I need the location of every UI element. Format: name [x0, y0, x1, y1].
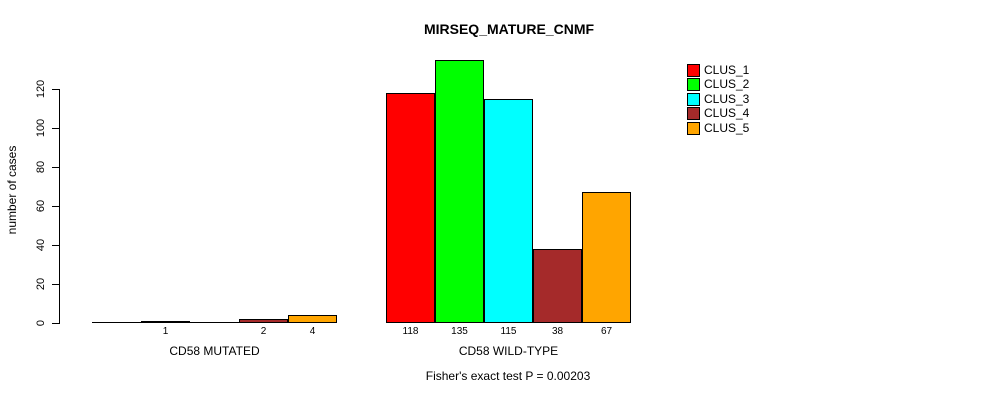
legend-label: CLUS_1	[704, 62, 750, 77]
bar-value-label: 67	[600, 326, 613, 337]
group-label: CD58 WILD-TYPE	[458, 344, 559, 358]
y-tick	[52, 167, 59, 168]
bar	[288, 315, 337, 323]
y-tick-label: 40	[35, 238, 47, 252]
legend-label: CLUS_5	[704, 120, 750, 135]
y-tick-label: 0	[35, 319, 47, 327]
bar	[386, 93, 435, 323]
bar	[190, 322, 239, 323]
legend: CLUS_1 CLUS_2 CLUS_3 CLUS_4 CLUS_5	[687, 63, 749, 136]
group-label: CD58 MUTATED	[169, 344, 260, 358]
bar-value-label: 38	[551, 326, 564, 337]
bar-value-label: 115	[500, 326, 517, 337]
legend-swatch	[687, 121, 700, 135]
y-tick-label: 60	[35, 199, 47, 213]
legend-swatch	[687, 92, 700, 106]
bar-value-label: 118	[402, 326, 419, 337]
legend-label: CLUS_3	[704, 91, 750, 106]
legend-item: CLUS_4	[687, 107, 749, 122]
legend-swatch	[687, 78, 700, 92]
legend-swatch	[687, 63, 700, 77]
legend-swatch	[687, 107, 700, 121]
y-tick	[52, 128, 59, 129]
chart-title: MIRSEQ_MATURE_CNMF	[423, 21, 595, 37]
bar	[239, 319, 288, 323]
y-tick	[52, 89, 59, 90]
legend-item: CLUS_1	[687, 63, 749, 78]
bar-value-label: 135	[451, 326, 468, 337]
fisher-test-annotation: Fisher's exact test P = 0.00203	[425, 369, 591, 383]
y-tick	[52, 284, 59, 285]
y-axis-label: number of cases	[5, 145, 19, 235]
bar-value-label: 2	[260, 326, 267, 337]
bar	[533, 249, 582, 323]
y-tick	[52, 323, 59, 324]
bar-value-label: 1	[162, 326, 169, 337]
bar	[582, 192, 631, 323]
y-tick	[52, 245, 59, 246]
legend-label: CLUS_4	[704, 106, 750, 121]
bar	[435, 60, 484, 323]
y-tick-label: 100	[35, 118, 47, 138]
y-tick-label: 120	[35, 79, 47, 99]
y-axis-line	[59, 89, 60, 324]
legend-item: CLUS_5	[687, 121, 749, 136]
y-tick	[52, 206, 59, 207]
y-tick-label: 20	[35, 277, 47, 291]
bar-value-label: 4	[309, 326, 316, 337]
y-tick-label: 80	[35, 160, 47, 174]
legend-item: CLUS_2	[687, 78, 749, 93]
legend-label: CLUS_2	[704, 77, 750, 92]
bar	[484, 99, 533, 323]
legend-item: CLUS_3	[687, 92, 749, 107]
bar	[141, 321, 190, 323]
bar	[92, 322, 141, 323]
